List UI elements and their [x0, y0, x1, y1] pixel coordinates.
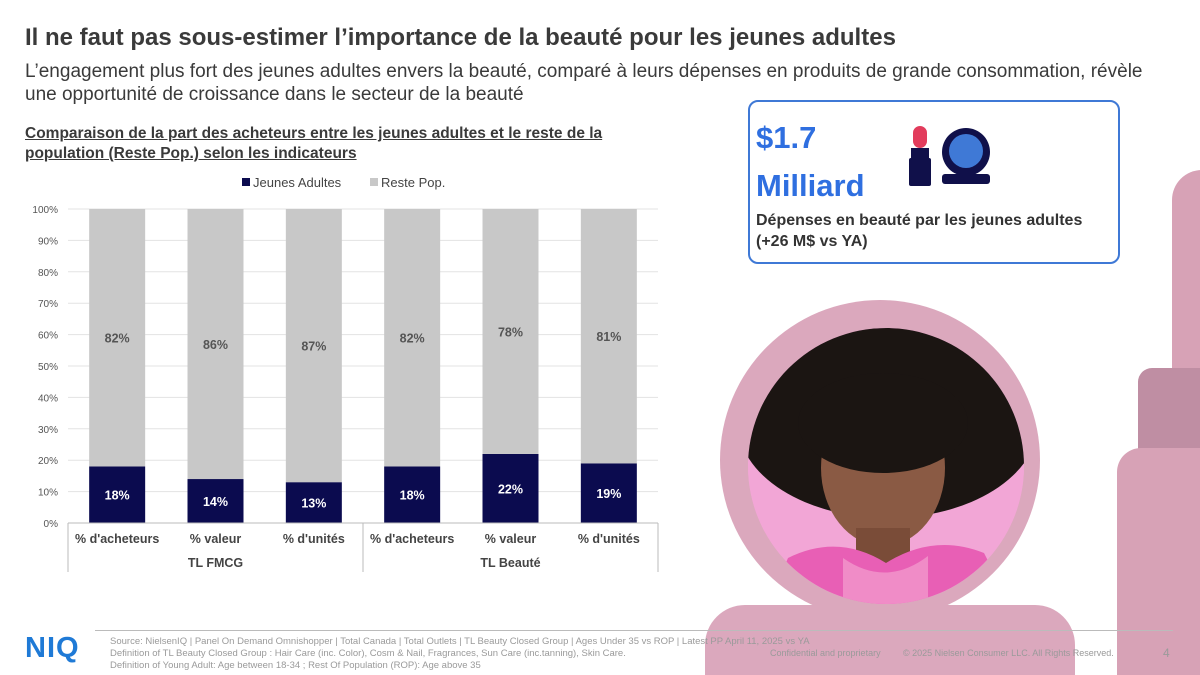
- bar-segment: [384, 466, 441, 523]
- confidential-note: Confidential and proprietary: [770, 648, 881, 658]
- source-note: Source: NielsenIQ | Panel On Demand Omni…: [110, 636, 810, 671]
- stat-description: Dépenses en beauté par les jeunes adulte…: [756, 212, 1083, 250]
- slide-subtitle: L’engagement plus fort des jeunes adulte…: [25, 61, 1143, 105]
- bar-segment: [580, 209, 637, 464]
- y-tick-label: 80%: [38, 268, 58, 279]
- stat-card: $1.7 Milliard Dépenses en beauté par les…: [748, 100, 1120, 264]
- x-category-label: % valeur: [485, 532, 537, 546]
- x-group-label: TL FMCG: [188, 556, 243, 570]
- x-category-label: % d'acheteurs: [75, 532, 159, 546]
- chart-title: Comparaison de la part des acheteurs ent…: [25, 125, 603, 162]
- bottle-body-shape: [1117, 448, 1200, 675]
- data-label: 78%: [498, 325, 523, 339]
- lipstick-compact-icon: [909, 126, 990, 186]
- data-label: 13%: [301, 497, 326, 511]
- x-group-label: TL Beauté: [480, 556, 540, 570]
- data-label: 18%: [105, 489, 130, 503]
- bottle-neck-shape: [1138, 368, 1200, 458]
- data-label: 86%: [203, 338, 228, 352]
- x-category-label: % d'unités: [283, 532, 345, 546]
- y-tick-label: 10%: [38, 488, 58, 499]
- legend-label: Reste Pop.: [381, 175, 445, 190]
- data-label: 82%: [105, 332, 130, 346]
- data-label: 22%: [498, 482, 523, 496]
- page-number: 4: [1163, 646, 1170, 660]
- y-tick-label: 90%: [38, 236, 58, 247]
- bottle-cap-shape: [1172, 170, 1200, 380]
- data-label: 18%: [400, 489, 425, 503]
- bar-segment: [89, 466, 146, 523]
- y-tick-label: 50%: [38, 362, 58, 373]
- x-category-label: % valeur: [190, 532, 242, 546]
- x-category-label: % d'acheteurs: [370, 532, 454, 546]
- niq-logo: NIQ: [25, 632, 80, 664]
- y-tick-label: 60%: [38, 331, 58, 342]
- bar-segment: [482, 453, 539, 523]
- y-tick-label: 30%: [38, 425, 58, 436]
- x-category-label: % d'unités: [578, 532, 640, 546]
- young-adult-photo: [748, 328, 1024, 604]
- bar-segment: [187, 479, 244, 523]
- data-label: 82%: [400, 332, 425, 346]
- legend-swatch: [370, 178, 378, 186]
- footer-divider: [95, 630, 1173, 631]
- legend-swatch: [242, 178, 250, 186]
- bar-segment: [384, 209, 441, 467]
- stacked-bar-chart: Jeunes Adultes Reste Pop. 0% 10% 20% 30% 40% 50…: [32, 175, 659, 572]
- data-label: 14%: [203, 495, 228, 509]
- bar-segment: [89, 209, 146, 467]
- bar-segment: [187, 209, 244, 480]
- y-tick-label: 0%: [44, 519, 59, 530]
- legend-label: Jeunes Adultes: [253, 175, 342, 190]
- y-tick-label: 20%: [38, 456, 58, 467]
- data-label: 81%: [596, 330, 621, 344]
- bar-segment: [285, 482, 342, 523]
- y-tick-label: 100%: [32, 205, 58, 216]
- bar-segment: [482, 209, 539, 454]
- copyright-note: © 2025 Nielsen Consumer LLC. All Rights …: [903, 648, 1114, 658]
- data-label: 19%: [596, 487, 621, 501]
- stat-value: $1.7 Milliard: [756, 120, 865, 203]
- bar-segment: [285, 209, 342, 483]
- data-label: 87%: [301, 340, 326, 354]
- slide-title: Il ne faut pas sous-estimer l’importance…: [25, 24, 896, 51]
- bar-segment: [580, 463, 637, 523]
- y-tick-label: 40%: [38, 393, 58, 404]
- y-tick-label: 70%: [38, 299, 58, 310]
